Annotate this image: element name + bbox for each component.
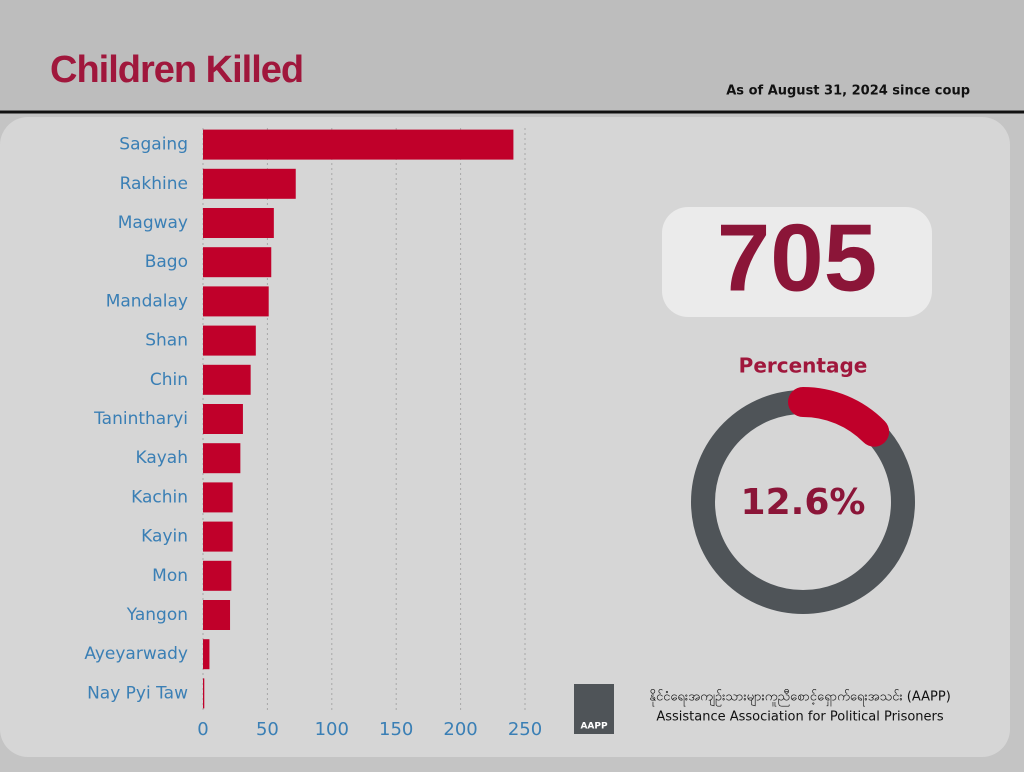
y-tick-label: Shan (145, 331, 188, 351)
donut-title: Percentage (739, 354, 868, 378)
bar (203, 325, 256, 356)
bar (203, 482, 233, 513)
bar (203, 560, 232, 591)
total-box (662, 207, 932, 317)
bar (203, 639, 210, 670)
org-name-en: Assistance Association for Political Pri… (656, 710, 944, 725)
y-tick-label: Magway (118, 213, 188, 233)
total: 705 (717, 204, 877, 311)
org-name-my: နိုင်ငံရေးအကျဉ်းသားများကူညီစောင့်ရှောက်ရ… (649, 689, 951, 707)
y-tick-label: Kayah (135, 448, 188, 468)
header-band (0, 0, 1024, 110)
x-tick-label: 250 (508, 719, 542, 740)
y-tick-label: Tanintharyi (93, 409, 188, 429)
y-tick-label: Mandalay (106, 291, 188, 311)
y-tick-label: Kachin (131, 487, 188, 507)
bar (203, 208, 274, 238)
y-tick-label: Chin (150, 370, 188, 390)
bar (203, 364, 251, 395)
y-tick-label: Nay Pyi Taw (87, 683, 188, 703)
y-tick-label: Bago (145, 252, 188, 272)
y-tick-label: Ayeyarwady (84, 644, 188, 664)
y-tick-label: Rakhine (120, 174, 188, 194)
x-tick-label: 200 (443, 719, 477, 740)
bar (203, 443, 241, 474)
y-tick-label: Mon (152, 566, 188, 586)
bar (203, 168, 296, 199)
bar (203, 404, 243, 434)
logo (574, 684, 614, 734)
bar (203, 521, 233, 552)
title: Children Killed (50, 49, 303, 91)
date: As of August 31, 2024 since coup (726, 84, 970, 99)
bar (203, 247, 272, 278)
donut-segment (788, 387, 890, 447)
x-tick-label: 50 (256, 719, 279, 740)
bar (203, 286, 269, 317)
x-tick-label: 100 (315, 719, 349, 740)
donut-label: 12.6% (741, 482, 866, 523)
bar (203, 600, 231, 630)
y-tick-label: Sagaing (119, 135, 188, 155)
x-tick-label: 0 (197, 719, 208, 740)
x-tick-label: 150 (379, 719, 413, 740)
y-tick-label: Kayin (141, 527, 188, 547)
y-tick-label: Yangon (126, 605, 188, 625)
logo-text: AAPP (580, 722, 608, 732)
bar (203, 678, 205, 709)
bar (203, 129, 514, 160)
